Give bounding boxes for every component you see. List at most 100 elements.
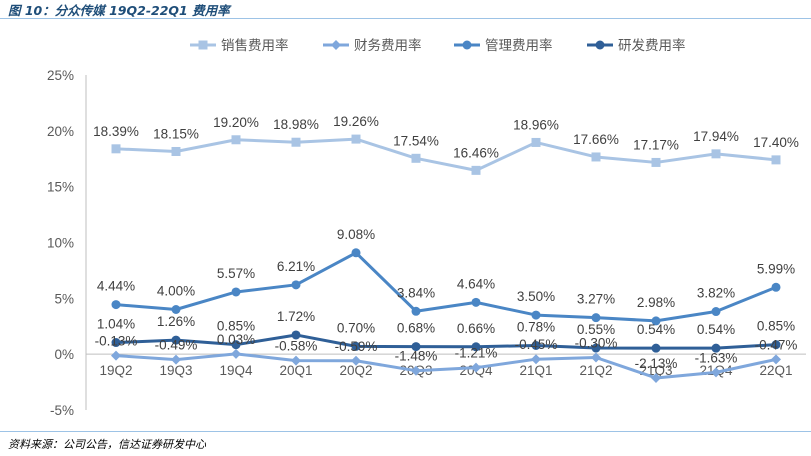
y-tick-label: 20%	[47, 124, 74, 139]
data-label: -0.59%	[335, 339, 378, 354]
data-label: 3.27%	[577, 292, 615, 307]
series-line	[115, 251, 777, 323]
data-label: -2.13%	[635, 356, 678, 371]
data-point	[771, 340, 781, 350]
data-label: 3.82%	[697, 286, 735, 301]
data-point	[111, 350, 121, 361]
title-divider	[0, 18, 811, 19]
data-point	[591, 152, 601, 162]
series-line	[115, 333, 777, 350]
data-label: -0.47%	[755, 337, 798, 352]
data-point	[711, 149, 721, 159]
data-label: 0.54%	[697, 322, 735, 337]
data-point	[351, 341, 361, 351]
data-point	[711, 367, 721, 378]
data-point	[171, 354, 181, 365]
data-point	[531, 310, 541, 320]
data-label: 3.84%	[397, 285, 435, 300]
data-label: 0.78%	[517, 319, 555, 334]
data-label: 19.26%	[333, 114, 379, 129]
data-label: 1.26%	[157, 314, 195, 329]
data-label: 9.08%	[337, 227, 375, 242]
expense-ratio-line-chart: -5% 0% 5% 10% 15% 20% 25% 19Q2 19Q3 19Q4 20Q1 20Q2 2…	[47, 37, 806, 418]
data-point	[171, 335, 181, 345]
data-point	[591, 313, 601, 323]
legend-marker	[595, 40, 605, 50]
legend-marker	[462, 40, 472, 50]
figure-title: 图 10：分众传媒 19Q2-22Q1 费用率	[8, 3, 230, 18]
series-line	[115, 352, 777, 380]
data-point	[291, 137, 301, 147]
data-point	[471, 362, 481, 373]
data-label: -0.45%	[515, 337, 558, 352]
data-point	[591, 343, 601, 353]
data-point	[651, 316, 661, 326]
y-tick-label: 15%	[47, 180, 74, 195]
data-point	[171, 305, 181, 314]
source-divider	[0, 431, 811, 432]
x-tick-label: 20Q2	[339, 363, 372, 378]
data-label: 0.85%	[757, 319, 795, 334]
data-point	[471, 342, 481, 352]
data-point	[411, 306, 421, 316]
legend-marker	[198, 40, 208, 50]
data-point	[171, 146, 181, 156]
data-label: -0.30%	[575, 336, 618, 351]
data-label: 16.46%	[453, 145, 499, 160]
data-label: 18.96%	[513, 117, 559, 132]
data-label: -0.13%	[95, 334, 138, 349]
data-point	[711, 343, 721, 353]
data-label: 0.70%	[337, 320, 375, 335]
data-label: 4.00%	[157, 284, 195, 299]
data-point	[471, 297, 481, 307]
data-point	[711, 307, 721, 317]
data-point	[231, 340, 241, 350]
data-label: -1.48%	[395, 349, 438, 364]
data-label: 4.44%	[97, 279, 135, 294]
data-label: 19.20%	[213, 115, 259, 130]
data-label: 0.03%	[217, 332, 255, 347]
data-label: 1.04%	[97, 317, 135, 332]
x-tick-label: 19Q4	[219, 363, 253, 378]
data-point	[531, 340, 541, 350]
y-tick-label: 0%	[54, 347, 74, 362]
data-point	[651, 372, 661, 383]
data-label: 0.85%	[217, 319, 255, 334]
data-point	[351, 248, 361, 258]
data-label: 17.66%	[573, 132, 619, 147]
data-label: 17.17%	[633, 137, 679, 152]
data-point	[351, 134, 361, 144]
legend-label: 财务费用率	[354, 37, 422, 54]
data-label: 18.15%	[153, 126, 199, 141]
data-label: 18.39%	[93, 124, 139, 139]
data-label: 2.98%	[637, 295, 675, 310]
data-label: 1.72%	[277, 309, 315, 324]
data-point	[231, 348, 241, 359]
legend-label: 销售费用率	[221, 37, 289, 54]
x-tick-label: 19Q3	[159, 363, 192, 378]
data-point	[471, 165, 481, 175]
data-point	[771, 282, 781, 292]
x-tick-label: 21Q2	[579, 363, 612, 378]
y-tick-label: 5%	[54, 291, 74, 306]
data-label: 3.50%	[517, 289, 555, 304]
data-point	[351, 355, 361, 366]
data-label: 0.66%	[457, 321, 495, 336]
data-label: -1.21%	[455, 346, 498, 361]
x-tick-label: 21Q1	[519, 363, 552, 378]
data-point	[111, 300, 121, 310]
data-point	[411, 153, 421, 163]
x-tick-label: 20Q1	[279, 363, 312, 378]
series-line	[115, 137, 777, 172]
data-point	[231, 135, 241, 145]
y-tick-label: 25%	[47, 68, 74, 83]
data-point	[291, 355, 301, 366]
data-label: -1.63%	[695, 350, 738, 365]
y-tick-label: 10%	[47, 236, 74, 251]
x-tick-label: 22Q1	[759, 363, 792, 378]
data-point	[411, 365, 421, 376]
data-label: 0.54%	[637, 322, 675, 337]
data-point	[111, 144, 121, 154]
data-label: 5.99%	[757, 261, 795, 276]
data-point	[231, 287, 241, 297]
